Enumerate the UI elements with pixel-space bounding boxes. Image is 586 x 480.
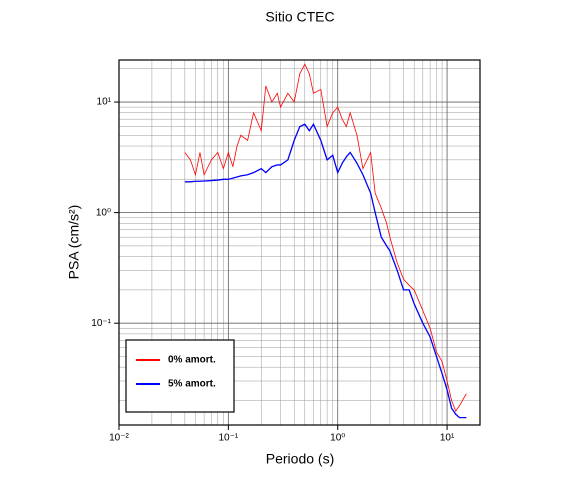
legend-box <box>125 339 235 413</box>
series-line <box>184 63 467 413</box>
x-tick-label: 10¹ <box>440 433 455 444</box>
y-axis-label: PSA (cm/s²) <box>66 205 82 280</box>
x-axis-label: Periodo (s) <box>266 451 334 467</box>
y-tick-label: 10⁻¹ <box>91 318 111 329</box>
x-tick-label: 10⁻¹ <box>218 433 238 444</box>
x-tick-label: 10⁰ <box>330 433 345 444</box>
series-line <box>184 122 467 419</box>
x-tick-label: 10⁻² <box>109 433 129 444</box>
legend-label: 5% amort. <box>168 379 216 390</box>
legend-label: 0% amort. <box>168 355 216 366</box>
plot-frame <box>118 59 481 426</box>
y-tick-label: 10¹ <box>97 97 112 108</box>
chart-title: Sitio CTEC <box>265 9 334 25</box>
y-tick-label: 10⁰ <box>96 207 111 218</box>
